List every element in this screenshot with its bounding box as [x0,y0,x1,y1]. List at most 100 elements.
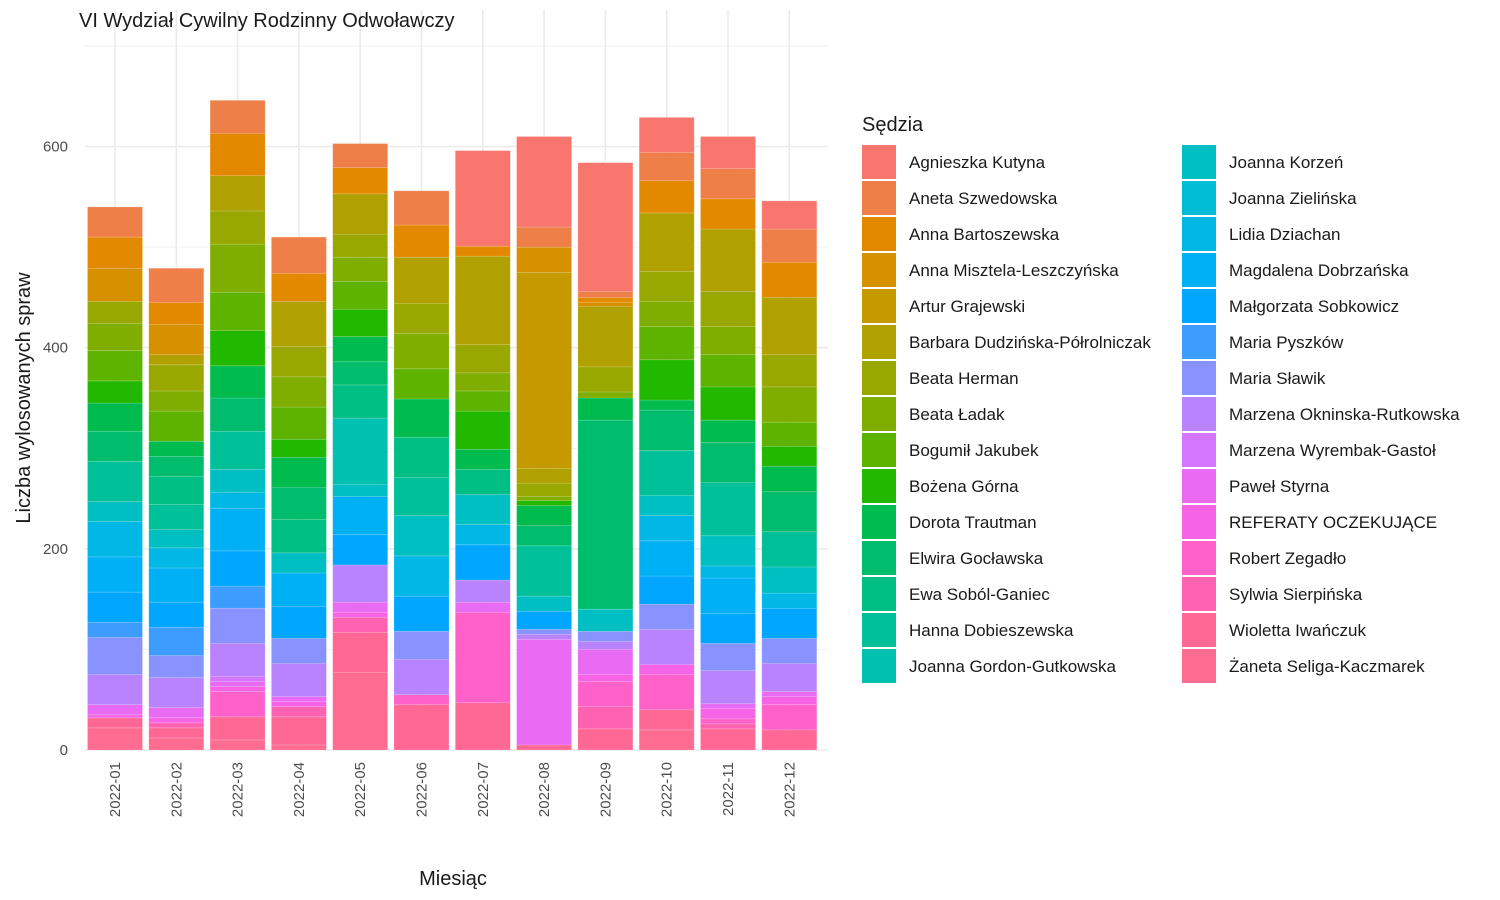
bar-segment [148,354,205,366]
bar-segment [700,386,756,421]
bar-segment [87,727,143,751]
bar-segment [454,469,511,495]
bar-segment [271,552,327,574]
legend-key [862,613,896,647]
bar-segment [332,281,389,310]
bar-segment [761,200,818,230]
bar-segment [271,572,327,607]
bar-segment [87,501,143,523]
bar-segment [87,402,143,432]
bar-segment [148,476,205,505]
legend-key [1182,505,1216,539]
legend-key [1182,217,1216,251]
legend-label: Maria Pyszków [1229,333,1344,352]
bar-segment [700,168,756,200]
bar-segment [87,267,143,302]
bar-segment [516,496,572,501]
legend-label: Joanna Gordon-Gutkowska [909,657,1116,676]
bar-segment [577,706,634,730]
bar-segment [700,643,756,671]
legend: Agnieszka Kutyna Aneta Szwedowska Anna Bar… [862,145,1460,683]
bar-segment [148,601,205,628]
bar-segment [761,445,818,467]
legend-key [1182,397,1216,431]
bar-segment [87,350,143,382]
bar-segment [209,292,266,331]
bar-segment [209,607,266,644]
bar-segment [209,691,266,718]
bar-segment [577,641,634,650]
legend-key [1182,613,1216,647]
x-axis-title: Miesiąc [419,868,487,890]
bar-segment [271,519,327,554]
legend-label: Agnieszka Kutyna [909,153,1046,172]
bar-segment [638,359,695,401]
bar-segment [393,436,450,478]
bar-segment [516,246,572,273]
x-axis-ticks: 2022-01 2022-02 2022-03 2022-04 2022-05 2022-… [107,762,798,817]
bar-segment [148,324,205,356]
bar-segment [332,417,389,485]
legend-label: Maria Sławik [1229,369,1326,388]
bar-segment [148,627,205,656]
bar-segment [332,193,389,235]
bar-segment [700,728,756,751]
legend-label: Marzena Wyrembak-Gastoł [1229,441,1436,460]
bar-segment [638,152,695,182]
bar-segment [332,632,389,673]
bar-segment [700,718,756,725]
bar-segment [332,564,389,603]
legend-label: Anna Bartoszewska [909,225,1060,244]
bar-segment [87,301,143,324]
legend-label: Magdalena Dobrzańska [1229,261,1409,280]
legend-label: Anna Misztela-Leszczyńska [909,261,1119,280]
bar-segment [516,136,572,228]
bar-segment [516,500,572,506]
bar-segment [638,409,695,451]
bar-segment [332,496,389,536]
bar-segment [577,674,634,682]
bar-segment [638,709,695,731]
bar-segment [638,270,695,302]
legend-title: Sędzia [862,114,924,136]
bar-segment [700,577,756,614]
legend-key [862,217,896,251]
bar-segment [332,672,389,751]
bar-segment [700,565,756,579]
bar-segment [700,354,756,388]
bar-segment [87,637,143,675]
legend-key [1182,181,1216,215]
bar-segment [148,456,205,477]
bar-segment [271,438,327,458]
bar-segment [332,167,389,195]
bar-segment [638,515,695,542]
bar-segment [271,487,327,520]
bar-segment [700,291,756,327]
bar-segment [700,136,756,169]
legend-label: Paweł Styrna [1229,477,1330,496]
bar-segment [148,722,205,729]
bar-segment [516,629,572,635]
legend-key [862,433,896,467]
bar-segment [638,449,695,496]
bar-segment [577,162,634,292]
bar-segment [393,515,450,557]
bar-segment [761,592,818,609]
bar-segment [209,243,266,293]
bar-segment [209,397,266,432]
bar-segment [332,611,389,618]
bar-segment [761,531,818,568]
bar-segment [761,696,818,706]
bar-segment [87,621,143,638]
bar-segment [454,702,511,751]
bar-segment [148,677,205,709]
x-tick-label: 2022-01 [107,762,124,817]
bar-segment [393,303,450,334]
bar-segment [761,566,818,594]
legend-key [1182,325,1216,359]
bar-segment [148,302,205,325]
bar-segment [148,390,205,412]
bar-segment [761,704,818,731]
bar-segment [700,708,756,720]
